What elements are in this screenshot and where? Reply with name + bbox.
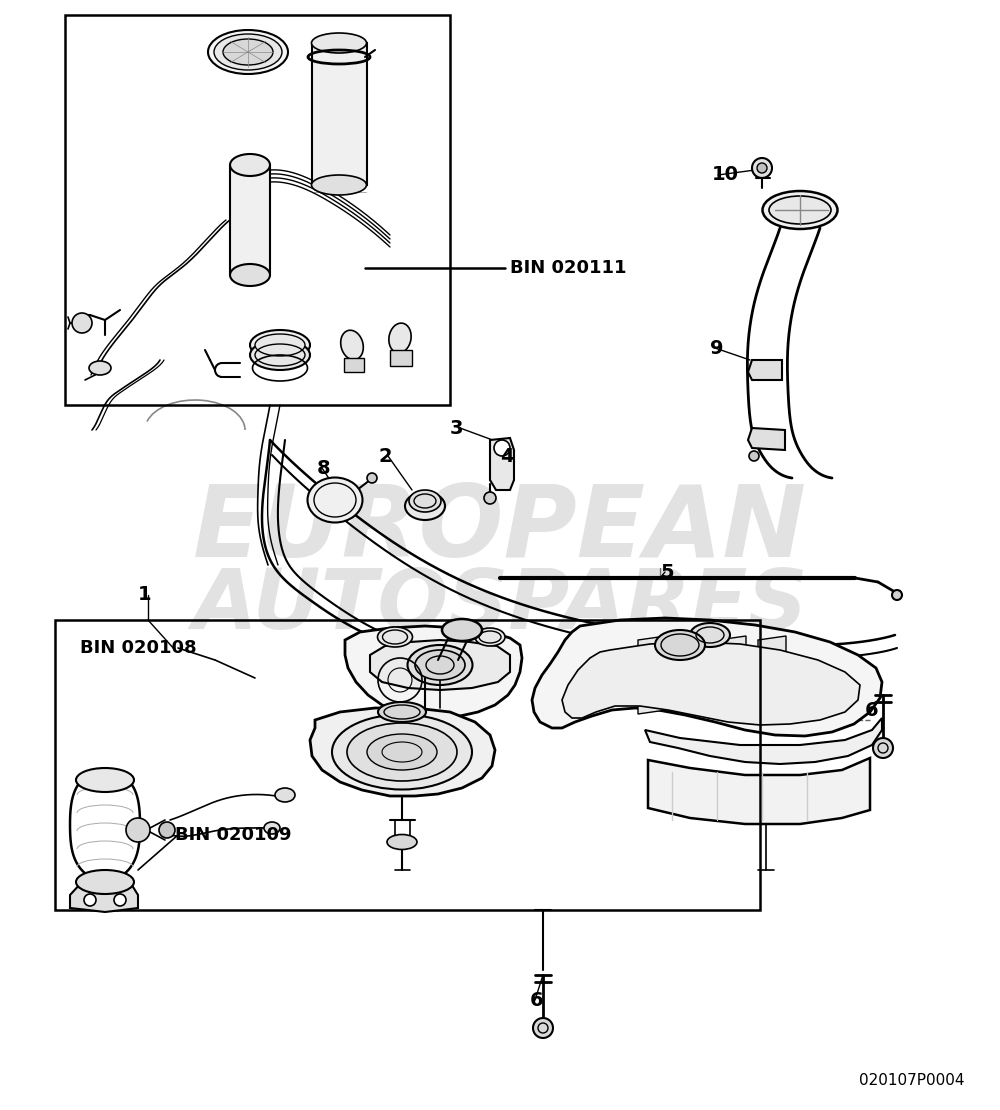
Polygon shape [70, 882, 138, 912]
Ellipse shape [214, 34, 282, 70]
Circle shape [533, 1018, 553, 1038]
Circle shape [484, 492, 496, 504]
Text: 1: 1 [138, 585, 152, 605]
Bar [55, 620, 760, 910]
Ellipse shape [250, 340, 310, 370]
Ellipse shape [250, 330, 310, 360]
Text: 8: 8 [317, 458, 331, 477]
Bar [65, 16, 450, 405]
Ellipse shape [76, 870, 134, 894]
Text: BIN 020111: BIN 020111 [510, 259, 626, 278]
Text: 5: 5 [660, 563, 674, 582]
Circle shape [892, 591, 902, 601]
Ellipse shape [223, 39, 273, 65]
Ellipse shape [389, 323, 411, 353]
Ellipse shape [332, 715, 472, 789]
Text: 020107P0004: 020107P0004 [860, 1073, 965, 1088]
Ellipse shape [230, 154, 270, 176]
Text: EUROPEAN: EUROPEAN [193, 482, 807, 578]
Polygon shape [562, 642, 860, 725]
Ellipse shape [690, 623, 730, 647]
Ellipse shape [769, 196, 831, 224]
Ellipse shape [378, 627, 413, 647]
Ellipse shape [408, 645, 473, 685]
Polygon shape [748, 360, 782, 380]
Circle shape [757, 163, 767, 173]
Circle shape [72, 313, 92, 333]
Ellipse shape [378, 702, 426, 722]
Circle shape [367, 473, 377, 483]
Polygon shape [748, 428, 785, 450]
Polygon shape [310, 708, 495, 796]
Ellipse shape [312, 175, 366, 195]
Polygon shape [345, 626, 522, 718]
Polygon shape [370, 640, 510, 690]
Polygon shape [645, 718, 882, 764]
Circle shape [752, 158, 772, 178]
Polygon shape [638, 636, 666, 714]
Ellipse shape [442, 619, 482, 640]
Polygon shape [678, 636, 706, 714]
Bar [230, 165, 270, 275]
Polygon shape [758, 636, 786, 714]
Text: 4: 4 [500, 446, 514, 465]
Circle shape [114, 894, 126, 906]
Ellipse shape [367, 734, 437, 770]
Ellipse shape [208, 30, 288, 74]
Ellipse shape [387, 835, 417, 849]
Ellipse shape [763, 191, 838, 229]
Ellipse shape [405, 492, 445, 519]
Ellipse shape [475, 628, 505, 646]
Ellipse shape [275, 788, 295, 803]
Circle shape [126, 818, 150, 842]
Polygon shape [648, 758, 870, 824]
Text: 10: 10 [712, 165, 739, 184]
Polygon shape [490, 438, 514, 490]
Bar [390, 350, 412, 366]
Ellipse shape [655, 630, 705, 660]
Ellipse shape [415, 650, 465, 680]
Ellipse shape [230, 264, 270, 286]
Text: 9: 9 [710, 339, 724, 357]
Circle shape [873, 738, 893, 758]
Text: AUTOSPARES: AUTOSPARES [192, 565, 808, 646]
Ellipse shape [264, 823, 280, 834]
Text: 6: 6 [865, 700, 879, 719]
Ellipse shape [347, 723, 457, 781]
Ellipse shape [312, 33, 366, 53]
Bar [344, 359, 364, 372]
Ellipse shape [409, 490, 441, 512]
Text: BIN 020109: BIN 020109 [175, 826, 292, 844]
Text: 6: 6 [530, 990, 544, 1009]
Text: 3: 3 [450, 418, 464, 437]
Circle shape [494, 440, 510, 456]
Ellipse shape [341, 331, 363, 360]
Ellipse shape [89, 361, 111, 375]
Circle shape [749, 451, 759, 461]
Text: BIN 020108: BIN 020108 [80, 639, 197, 657]
Circle shape [159, 823, 175, 838]
Ellipse shape [308, 477, 362, 523]
Circle shape [84, 894, 96, 906]
Polygon shape [532, 618, 882, 736]
Polygon shape [718, 636, 746, 714]
Bar [312, 43, 367, 185]
Ellipse shape [255, 334, 305, 356]
Ellipse shape [76, 768, 134, 793]
Text: 2: 2 [378, 446, 392, 465]
